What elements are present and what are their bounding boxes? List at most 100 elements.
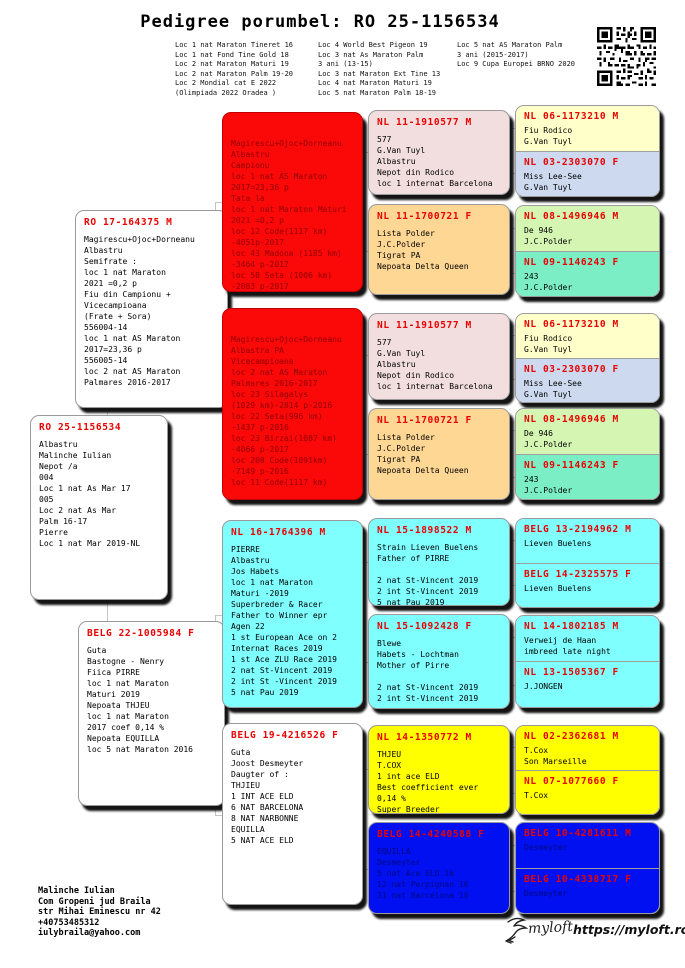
pedigree-details: J.JONGEN (524, 682, 563, 691)
ring-number: BELG 10-4281611 M (524, 828, 632, 839)
website-url-link[interactable]: https://myloft.ro (573, 922, 685, 937)
pedigree-details: De 946 J.C.Polder (524, 226, 573, 246)
ring-number: BELG 19-4216526 F (231, 730, 339, 741)
pedigree-details: De 946 J.C.Polder (524, 429, 573, 449)
achievements-column-3: Loc 5 nat AS Maraton Palm 3 ani (2015-20… (457, 41, 576, 69)
pedigree-details: Lieven Buelens (524, 583, 592, 593)
ring-number: NL 15-1092428 F (377, 621, 472, 632)
ring-number: NL 11-1910577 M (377, 320, 472, 331)
connector-line (363, 769, 370, 870)
pedigree-details: Fiu Rodico G.Van Tuyl (524, 334, 573, 354)
pedigree-box-great-granddam-4: BELG 14-4240588 F EQUILLA Desmeyter 5 na… (368, 822, 510, 914)
pedigree-details: Lista Polder J.C.Polder Tigrat PA Nepoat… (377, 229, 469, 271)
pedigree-box-mother: BELG 22-1005984 F Guta Bastogne - Nenry … (78, 621, 225, 806)
owner-contact-info: Malinche Iulian Com Gropeni jud Braila s… (38, 886, 161, 939)
ring-number: BELG 22-1005984 F (87, 628, 195, 639)
pedigree-details: PIERRE Albastru Jos Habets loc 1 nat Mar… (231, 545, 337, 697)
pedigree-details: THJEU T.COX 1 int ace ELD Best coefficie… (377, 750, 479, 814)
pedigree-details: Lieven Buelens (524, 539, 592, 548)
pedigree-details: 243 J.C.Polder (524, 474, 573, 495)
pedigree-box-father: RO 17-164375 M Magirescu+Ojoc+Dorneanu A… (75, 210, 228, 408)
ring-number: NL 16-1764396 M (231, 527, 326, 538)
ring-number: NL 11-1700721 F (377, 415, 472, 426)
pedigree-details: Lista Polder J.C.Polder Tigrat PA Nepoat… (377, 433, 469, 475)
pedigree-box-gg-dam: NL 07-1077660 F T.Cox (516, 769, 659, 814)
pedigree-pair-card-4: NL 08-1496946 M De 946 J.C.Polder NL 09-… (515, 408, 660, 500)
ring-number: NL 03-2303070 F (524, 156, 619, 168)
pedigree-box-maternal-grandfather: NL 16-1764396 M PIERRE Albastru Jos Habe… (222, 520, 363, 708)
pedigree-details: Magirescu+Ojoc+Dorneanu Albastra PA Vice… (231, 335, 342, 487)
pedigree-box-great-grandsire-4: NL 14-1350772 M THJEU T.COX 1 int ace EL… (368, 725, 510, 814)
pedigree-box-paternal-grandmother: Magirescu+Ojoc+Dorneanu Albastra PA Vice… (222, 308, 363, 500)
page-title: Pedigree porumbel: RO 25-1156534 (140, 12, 500, 32)
ring-number: NL 08-1496946 M (524, 211, 619, 222)
pedigree-box-maternal-grandmother: BELG 19-4216526 F Guta Joost Desmeyter D… (222, 723, 363, 905)
pedigree-box-gg-dam: BELG 14-2325575 F Lieven Buelens (516, 562, 659, 607)
pedigree-details: Fiu Rodico G.Van Tuyl (524, 126, 573, 146)
pedigree-pair-card-5: BELG 13-2194962 M Lieven Buelens BELG 14… (515, 518, 660, 608)
pedigree-box-great-granddam-3: NL 15-1092428 F Blewe Habets - Lochtman … (368, 614, 510, 709)
pedigree-pair-card-6: NL 14-1802185 M Verweij de Haan imbreed … (515, 615, 660, 708)
pedigree-box-gg-dam: NL 13-1505367 F J.JONGEN (516, 661, 659, 707)
ring-number: BELG 14-4240588 F (377, 829, 485, 840)
pedigree-details: Guta Bastogne - Nenry Fiica PIRRE loc 1 … (87, 646, 193, 754)
pedigree-details: Magirescu+Ojoc+Dorneanu Albastru Semifra… (84, 235, 195, 387)
ring-number: NL 11-1910577 M (377, 117, 472, 128)
pedigree-details: Magirescu+Ojoc+Dorneanu Albastru Campion… (231, 139, 347, 291)
pedigree-details: 243 J.C.Polder (524, 271, 573, 292)
pedigree-box-great-granddam-2: NL 11-1700721 F Lista Polder J.C.Polder … (368, 408, 510, 500)
pedigree-box-gg-sire: NL 08-1496946 M De 946 J.C.Polder (516, 206, 659, 251)
pedigree-details: Albastru Malinche Iulian Nepot /a 004 Lo… (39, 440, 141, 548)
pedigree-details: EQUILLA Desmeyter 5 nat Ace ELD 16 12 na… (377, 847, 469, 900)
pedigree-details: Strain Lieven Buelens Father of PIRRE 2 … (377, 543, 479, 606)
qr-code-icon (595, 25, 658, 88)
pedigree-details: T.Cox (524, 790, 549, 800)
pedigree-details: T.Cox Son Marseille (524, 746, 587, 766)
ring-number: NL 15-1898522 M (377, 525, 472, 536)
pedigree-pair-card-3: NL 06-1173210 M Fiu Rodico G.Van Tuyl NL… (515, 313, 660, 403)
pedigree-details: 577 G.Van Tuyl Albastru Nepot din Rodico… (377, 135, 493, 188)
pedigree-box-great-granddam-1: NL 11-1700721 F Lista Polder J.C.Polder … (368, 204, 510, 295)
pedigree-box-great-grandsire-2: NL 11-1910577 M 577 G.Van Tuyl Albastru … (368, 313, 510, 400)
pedigree-details: Miss Lee-See G.Van Tuyl (524, 378, 582, 399)
pedigree-box-great-grandsire-1: NL 11-1910577 M 577 G.Van Tuyl Albastru … (368, 110, 510, 195)
myloft-logo-text: myloft (527, 918, 574, 938)
pedigree-box-gg-sire: BELG 10-4281611 M Desmeyter (516, 823, 659, 868)
ring-number: NL 03-2303070 F (524, 363, 619, 375)
pedigree-box-gg-dam: NL 03-2303070 F Miss Lee-See G.Van Tuyl (516, 357, 659, 402)
pedigree-details: Desmeyter (524, 888, 568, 898)
ring-number: NL 13-1505367 F (524, 667, 619, 678)
pedigree-details: Guta Joost Desmeyter Daugter of : THJIEU… (231, 748, 304, 845)
pedigree-box-gg-sire: BELG 13-2194962 M Lieven Buelens (516, 519, 659, 563)
pedigree-pair-card-2: NL 08-1496946 M De 946 J.C.Polder NL 09-… (515, 205, 660, 297)
ring-number: NL 02-2362681 M (524, 731, 619, 742)
pedigree-details: 577 G.Van Tuyl Albastru Nepot din Rodico… (377, 338, 493, 391)
pedigree-box-gg-dam: BELG 10-4338717 F Desmeyter (516, 867, 659, 913)
pedigree-box-gg-sire: NL 02-2362681 M T.Cox Son Marseille (516, 726, 659, 770)
pedigree-box-gg-dam: NL 09-1146243 F 243 J.C.Polder (516, 453, 659, 499)
ring-number: NL 08-1496946 M (524, 414, 619, 425)
pigeon-logo-icon (505, 917, 529, 944)
ring-number: RO 17-164375 M (84, 217, 173, 228)
pedigree-box-gg-sire: NL 14-1802185 M Verweij de Haan imbreed … (516, 616, 659, 661)
pedigree-pair-card-7: NL 02-2362681 M T.Cox Son Marseille NL 0… (515, 725, 660, 815)
pedigree-pair-card-8: BELG 10-4281611 M Desmeyter BELG 10-4338… (515, 822, 660, 914)
pedigree-pair-card-1: NL 06-1173210 M Fiu Rodico G.Van Tuyl NL… (515, 105, 660, 197)
ring-number: BELG 14-2325575 F (524, 568, 632, 580)
ring-number: NL 14-1350772 M (377, 732, 472, 743)
pedigree-box-gg-dam: NL 03-2303070 F Miss Lee-See G.Van Tuyl (516, 150, 659, 196)
pedigree-box-paternal-grandfather: Magirescu+Ojoc+Dorneanu Albastru Campion… (222, 112, 363, 292)
pedigree-details: Verweij de Haan imbreed late night (524, 636, 611, 656)
pedigree-details: Miss Lee-See G.Van Tuyl (524, 171, 582, 192)
ring-number: NL 07-1077660 F (524, 775, 619, 787)
connector-line (363, 152, 370, 252)
pedigree-box-gg-sire: NL 06-1173210 M Fiu Rodico G.Van Tuyl (516, 314, 659, 358)
pedigree-box-subject: RO 25-1156534 Albastru Malinche Iulian N… (30, 415, 168, 600)
pedigree-box-gg-sire: NL 08-1496946 M De 946 J.C.Polder (516, 409, 659, 454)
connector-line (363, 562, 370, 663)
ring-number: BELG 13-2194962 M (524, 524, 632, 535)
achievements-column-1: Loc 1 nat Maraton Tineret 16 Loc 1 nat F… (175, 41, 294, 97)
pedigree-box-gg-dam: NL 09-1146243 F 243 J.C.Polder (516, 250, 659, 296)
ring-number: NL 14-1802185 M (524, 621, 619, 632)
pedigree-details: Desmeyter (524, 843, 568, 852)
